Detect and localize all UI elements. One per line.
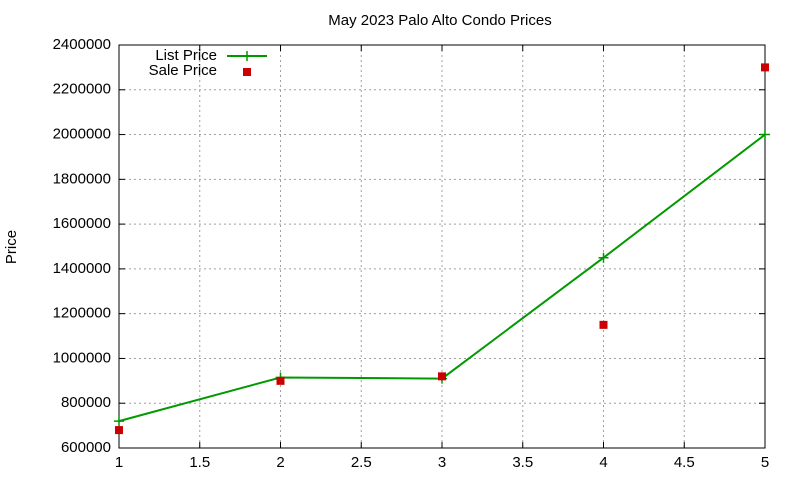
- y-tick-label: 1000000: [53, 349, 111, 366]
- x-tick-label: 3: [438, 454, 446, 471]
- x-tick-label: 2: [276, 454, 284, 471]
- y-tick-label: 1600000: [53, 215, 111, 232]
- y-tick-label: 600000: [61, 439, 111, 456]
- x-tick-label: 4.5: [674, 454, 695, 471]
- x-tick-label: 1: [115, 454, 123, 471]
- y-tick-label: 2000000: [53, 126, 111, 143]
- x-tick-label: 1.5: [189, 454, 210, 471]
- legend-label: Sale Price: [149, 62, 217, 79]
- x-tick-label: 4: [599, 454, 607, 471]
- data-point: [598, 252, 609, 263]
- legend-marker: [243, 68, 251, 76]
- y-tick-label: 800000: [61, 394, 111, 411]
- y-tick-label: 2200000: [53, 81, 111, 98]
- y-tick-label: 1200000: [53, 305, 111, 322]
- y-tick-label: 1800000: [53, 170, 111, 187]
- legend-label: List Price: [155, 47, 217, 64]
- y-tick-label: 2400000: [53, 36, 111, 53]
- x-tick-label: 5: [761, 454, 769, 471]
- data-point: [761, 63, 769, 72]
- x-tick-label: 2.5: [351, 454, 372, 471]
- data-point: [760, 129, 770, 140]
- legend-marker: [242, 51, 252, 61]
- x-tick-label: 3.5: [512, 454, 533, 471]
- chart-title: May 2023 Palo Alto Condo Prices: [328, 12, 551, 29]
- data-point: [276, 376, 285, 385]
- y-tick-label: 1400000: [53, 260, 111, 277]
- data-point: [115, 426, 123, 435]
- data-point: [114, 416, 124, 427]
- y-axis-label: Price: [3, 230, 20, 264]
- data-point: [599, 320, 608, 329]
- plot-border: [118, 44, 766, 449]
- data-point: [438, 372, 446, 381]
